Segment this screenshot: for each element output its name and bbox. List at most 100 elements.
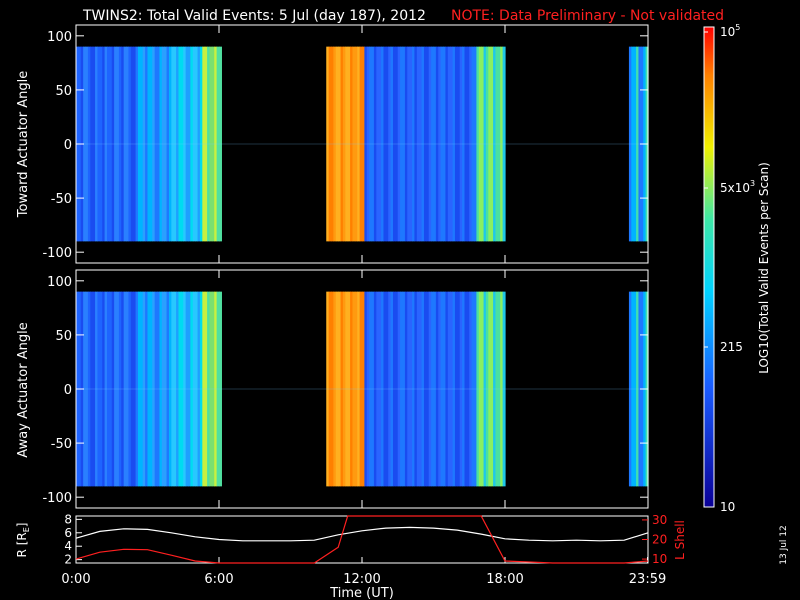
heatmap-column [378,46,382,242]
heatmap-column [400,291,404,487]
heatmap-column [214,46,218,242]
r-axis-label: R [RE] [15,523,31,558]
heatmap-column [166,46,170,242]
heatmap-column [190,46,194,242]
heatmap-column [92,46,96,242]
heatmap-column [111,46,115,242]
heatmap-column [85,291,89,487]
heatmap-column [171,46,175,242]
colorbar-tick-label: 105 [720,23,740,39]
heatmap-column [90,291,94,487]
colorbar-tick-exponent: 3 [750,179,755,188]
heatmap-column [352,291,356,487]
heatmap-column [354,46,358,242]
heatmap-column [176,46,180,242]
heatmap-column [85,46,89,242]
heatmap-column [331,46,334,242]
heatmap-column [211,46,215,242]
heatmap-column [173,46,177,242]
side-date: 13 Jul 12 [779,525,789,565]
heatmap-column [140,46,144,242]
heatmap-column [433,46,437,242]
heatmap-column [438,291,442,487]
heatmap-column [633,46,637,242]
heatmap-column [209,291,213,487]
colorbar: 10 215 5x103 105 LOG10(Total Valid Events p… [703,23,771,514]
y-tick-label: 50 [55,329,72,344]
y-tick-label: 0 [64,383,72,398]
heatmap-column [445,46,449,242]
heatmap-column [378,291,382,487]
heatmap-column [636,46,640,242]
colorbar-tick-exponent: 5 [735,23,740,32]
heatmap-column [328,46,332,242]
heatmap-column [478,46,482,242]
heatmap-column [95,291,99,487]
heatmap-column [145,291,149,487]
heatmap-column [202,291,206,487]
heatmap-column [471,46,475,242]
heatmap-column [359,291,363,487]
heatmap-column [92,291,96,487]
heatmap-column [121,46,125,242]
heatmap-column [137,46,141,242]
heatmap-column [114,46,118,242]
heatmap-column [97,291,101,487]
heatmap-column [219,291,222,487]
heatmap-column [397,46,401,242]
heatmap-column [495,46,499,242]
heatmap-column [147,46,151,242]
heatmap-column [118,46,122,242]
away-panel: 100 50 0 -50 -100 Away Actuator Angle [16,269,649,509]
heatmap-column [211,291,215,487]
heatmap-column [457,46,461,242]
heatmap-column [407,291,411,487]
heatmap-column [347,291,351,487]
heatmap-column [369,291,373,487]
heatmap-column [340,291,344,487]
heatmap-column [485,46,489,242]
heatmap-column [359,46,363,242]
heatmap-column [500,291,504,487]
heatmap-column [161,46,165,242]
heatmap-column [388,291,392,487]
heatmap-column [352,46,356,242]
heatmap-column [128,46,132,242]
y-tick-label: 100 [47,30,72,45]
heatmap-column [407,46,411,242]
heatmap-column [490,291,494,487]
heatmap-column [423,46,427,242]
x-tick-label: 23:59 [629,572,666,587]
y-tick-label: -100 [42,491,72,506]
heatmap-column [335,46,339,242]
heatmap-column [166,291,170,487]
heatmap-column [99,291,103,487]
heatmap-column [466,291,470,487]
heatmap-column [390,291,394,487]
y-tick-label: 100 [47,275,72,290]
heatmap-column [381,46,385,242]
heatmap-column [481,291,485,487]
l-shell-line [75,515,649,564]
heatmap-column [497,291,501,487]
heatmap-column [362,46,365,242]
heatmap-column [397,291,401,487]
heatmap-column [412,291,416,487]
x-tick-label: 12:00 [343,572,380,587]
heatmap-column [416,46,420,242]
heatmap-column [335,291,339,487]
y-tick-label: -50 [51,437,72,452]
heatmap-column [135,46,139,242]
heatmap-column [402,46,406,242]
heatmap-column [338,46,342,242]
heatmap-column [152,291,156,487]
heatmap-column [435,46,439,242]
y-tick-label: -50 [51,192,72,207]
heatmap-column [488,291,492,487]
heatmap-column [350,291,354,487]
heatmap-column [366,46,370,242]
heatmap-column [469,46,473,242]
heatmap-column [459,291,463,487]
